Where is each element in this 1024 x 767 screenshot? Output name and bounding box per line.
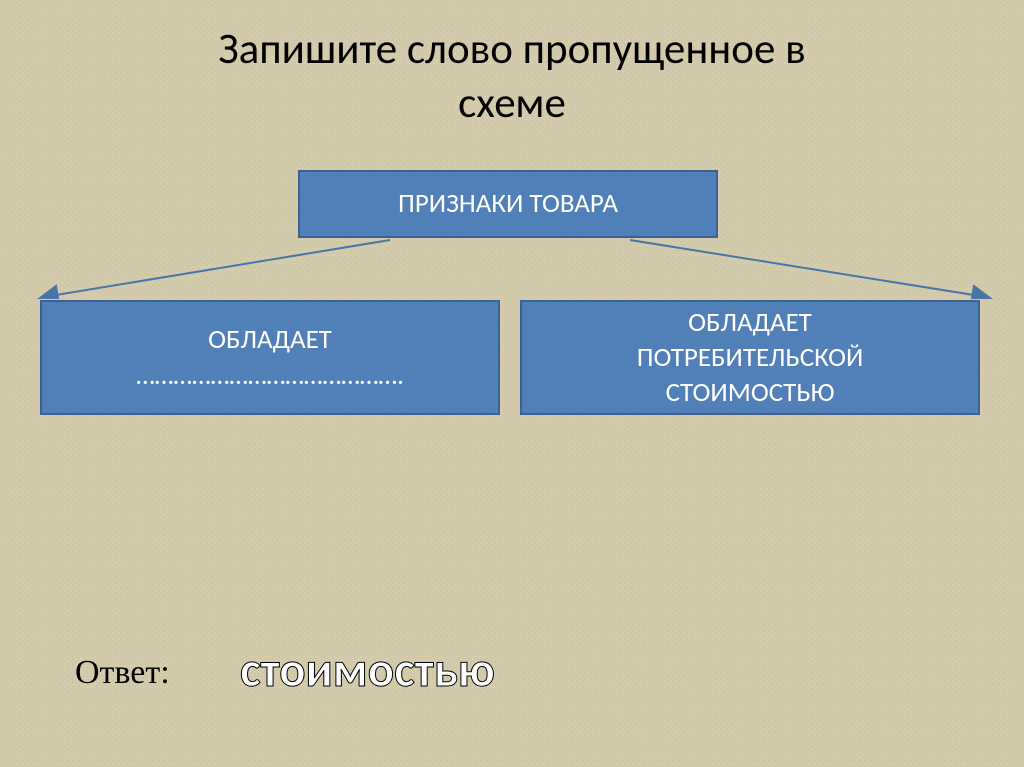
title-line2: схеме (458, 76, 566, 129)
arrow-left (30, 238, 400, 308)
right-box-line1: ОБЛАДАЕТ (637, 305, 864, 340)
slide-title: Запишите слово пропущенное в схеме (0, 22, 1024, 130)
diagram-left-box: ОБЛАДАЕТ ……………………………………. (40, 300, 500, 415)
right-box-line2: ПОТРЕБИТЕЛЬСКОЙ (637, 340, 864, 375)
diagram-top-box: ПРИЗНАКИ ТОВАРА (298, 170, 718, 238)
top-box-text: ПРИЗНАКИ ТОВАРА (398, 186, 618, 221)
left-box-line1: ОБЛАДАЕТ (208, 322, 332, 357)
right-box-line3: СТОИМОСТЬЮ (637, 375, 864, 410)
diagram-right-box: ОБЛАДАЕТ ПОТРЕБИТЕЛЬСКОЙ СТОИМОСТЬЮ (520, 300, 980, 415)
answer-text: стоимостью (240, 640, 495, 700)
arrow-right (620, 238, 1000, 308)
title-line1: Запишите слово пропущенное в (218, 22, 805, 75)
answer-label: Ответ: (75, 654, 170, 692)
left-box-line2: ……………………………………. (136, 358, 404, 393)
